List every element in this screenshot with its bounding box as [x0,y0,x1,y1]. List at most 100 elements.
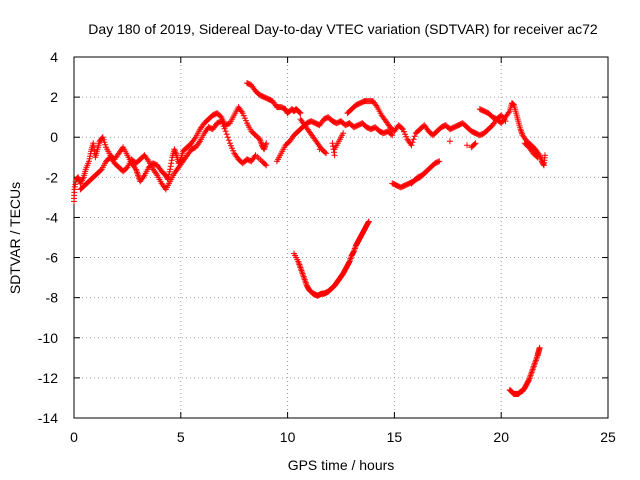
y-axis-label: SDTVAR / TECUs [7,182,23,294]
y-tick-label: -10 [38,330,58,346]
data-point [101,139,108,146]
series-main [71,104,270,205]
series-midday [273,114,396,165]
data-point [241,115,248,122]
data-point [346,259,353,266]
plot-frame [73,56,609,419]
data-point [86,155,93,162]
grid [74,57,608,418]
data-point [316,146,323,153]
y-tick-label: -6 [46,250,59,266]
y-tick-label: -8 [46,290,59,306]
data-point [227,142,234,149]
data-point [536,344,543,351]
data-point [297,110,304,117]
data-point [330,146,337,153]
data-point [329,143,336,150]
data-point [166,168,173,175]
data-point [223,131,230,138]
chart-title: Day 180 of 2019, Sidereal Day-to-day VTE… [88,21,598,37]
y-tick-labels: -14 -12 -10 -8 -6 -4 -2 0 2 4 [38,49,58,426]
series-deep-U [291,218,372,299]
data-point [167,166,174,173]
series-evening [468,100,548,169]
y-tick-label: 4 [50,49,58,65]
data-point [90,143,97,150]
data-point [240,112,247,119]
series-upper-arc [244,80,304,117]
y-tick-label: -14 [38,410,58,426]
data-point [239,110,246,117]
data-point [224,134,231,141]
data-point [411,133,418,140]
data-point [221,125,228,132]
data-point [350,249,357,256]
data-point [262,161,269,168]
data-point [525,377,532,384]
data-point [435,158,442,165]
data-point [323,150,330,157]
data-point [218,118,225,125]
data-point [408,142,415,149]
series-bottom-hook [506,344,543,397]
data-point [91,147,98,154]
x-tick-label: 5 [177,429,185,445]
x-tick-label: 20 [493,429,509,445]
data-point [388,131,395,138]
data-point [522,141,529,148]
data-point [263,162,270,169]
data-point [471,141,478,148]
data-point [225,137,232,144]
data-point [167,163,174,170]
data-point [263,140,270,147]
data-point [99,134,106,141]
data-point [365,218,372,225]
data-point [97,167,104,174]
y-tick-label: -12 [38,370,58,386]
x-tick-label: 10 [280,429,296,445]
data-point [436,158,443,165]
data-point [85,158,92,165]
data-point [421,170,428,177]
y-tick-label: 0 [50,129,58,145]
data-point [510,101,517,108]
data-point [296,109,303,116]
data-point [230,147,237,154]
data-point [410,136,417,143]
x-tick-label: 25 [600,429,616,445]
data-point [123,165,130,172]
data-point [168,160,175,167]
data-point [446,138,453,145]
y-tick-label: -4 [46,209,59,225]
data-point [399,126,406,133]
data-point [365,219,372,226]
data-point [472,140,479,147]
series-right-low-arc [389,158,443,191]
series-noon-upper [344,98,509,149]
series-isolated [316,138,471,159]
data-point [220,123,227,130]
data-point [521,140,528,147]
series-main-lower [77,118,270,193]
data-point [541,152,548,159]
data-point [329,140,336,147]
data-point [401,128,408,135]
data-point [165,173,172,180]
data-point [321,149,328,156]
data-point [219,120,226,127]
data-point [168,157,175,164]
x-tick-labels: 0 5 10 15 20 25 [70,429,616,445]
data-point [90,140,97,147]
data-point [398,125,405,132]
data-point [331,152,338,159]
x-tick-label: 15 [387,429,403,445]
data-point [229,145,236,152]
data-point [242,117,249,124]
data-point [340,130,347,137]
data-point [509,101,516,108]
data-point [100,136,107,143]
data-point [217,113,224,120]
data-point [409,139,416,146]
data-point [296,109,303,116]
data-point [331,149,338,156]
